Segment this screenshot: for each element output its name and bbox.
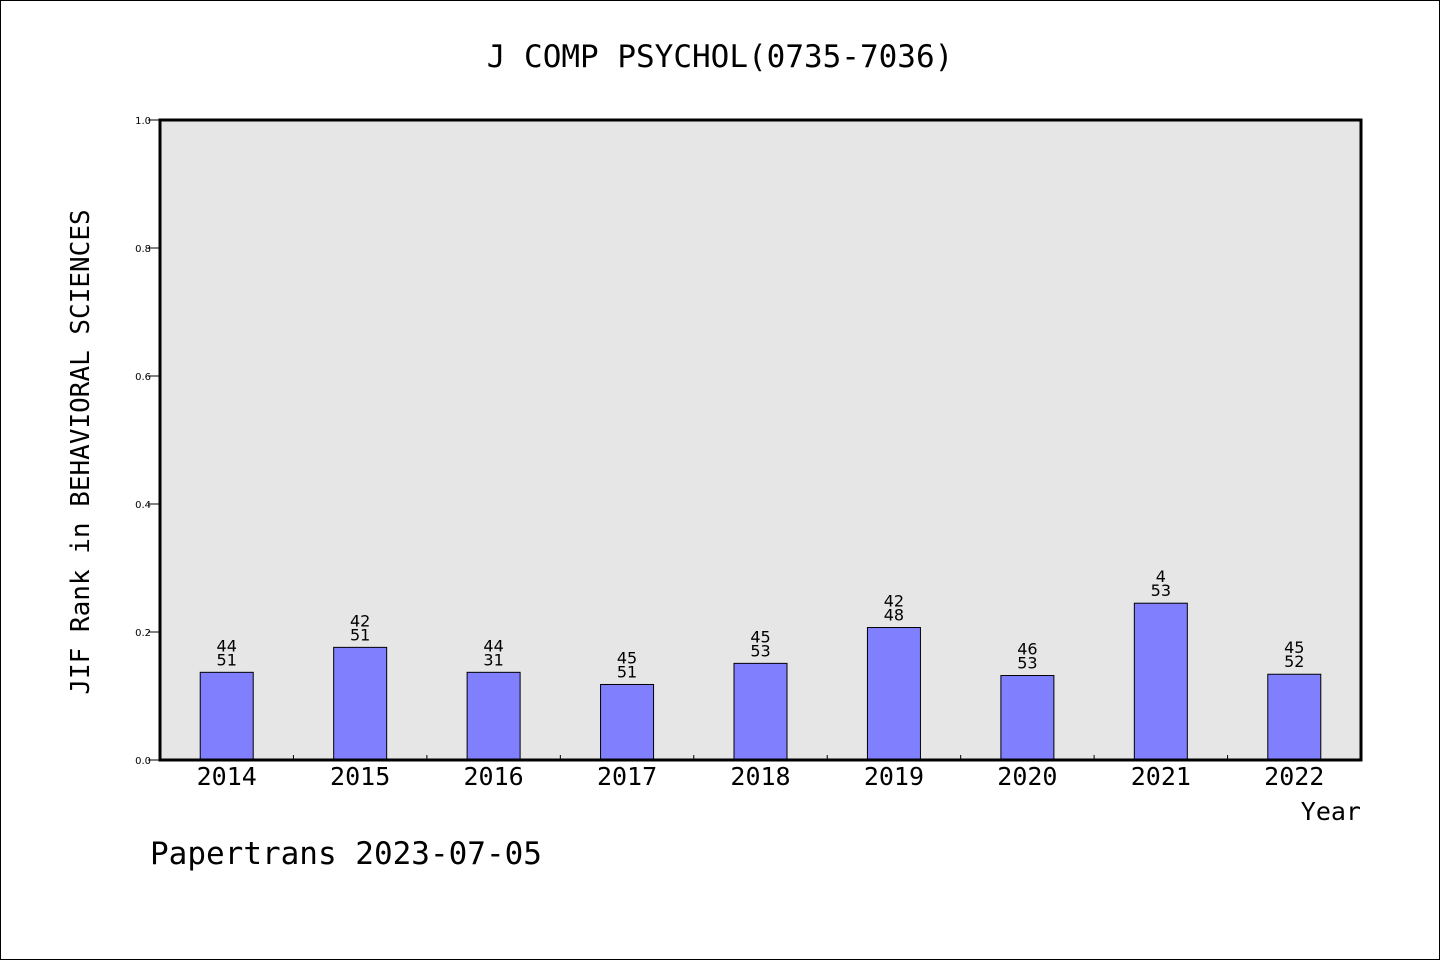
y-tick-label: 0.2	[135, 628, 151, 639]
y-axis-label: JIF Rank in BEHAVIORAL SCIENCES	[66, 209, 96, 694]
bar-label-rank: 45	[750, 627, 770, 646]
footer-text: Papertrans 2023-07-05	[150, 836, 542, 872]
bar-2014	[199, 671, 254, 761]
x-tick-label: 2019	[864, 762, 924, 791]
bar-2016	[466, 671, 521, 761]
x-tick-label: 2022	[1264, 762, 1324, 791]
x-tick-label: 2016	[464, 762, 524, 791]
bar-label-rank: 4	[1156, 567, 1166, 586]
bar-label-total: 53	[1151, 581, 1171, 600]
x-axis: 2014 2015 2016 2017 2018 2019 2020 2021 2022	[197, 755, 1324, 791]
plot-border	[158, 118, 1363, 762]
x-tick-label: 2017	[597, 762, 657, 791]
bar-label-total: 51	[617, 662, 637, 681]
bar-label-total: 48	[884, 606, 904, 625]
y-tick-label: 1.0	[135, 116, 151, 127]
bar-2022	[1267, 673, 1322, 761]
bar-2020	[1000, 675, 1055, 761]
bar-label-rank: 44	[483, 636, 503, 655]
bar-2017	[600, 683, 655, 761]
bar-label-total: 52	[1284, 652, 1304, 671]
bar-2021	[1133, 602, 1188, 761]
x-tick-label: 2018	[730, 762, 790, 791]
x-tick-label: 2020	[997, 762, 1057, 791]
bar-label-rank: 45	[617, 648, 637, 667]
bar-label-total: 53	[1017, 654, 1037, 673]
bar-label-total: 53	[750, 641, 770, 660]
bar-label-total: 31	[483, 650, 503, 669]
bar-2018	[733, 662, 788, 761]
x-tick-label: 2015	[330, 762, 390, 791]
bar-label-total: 51	[217, 650, 237, 669]
bar-label-rank: 45	[1284, 638, 1304, 657]
y-tick-label: 0.6	[135, 372, 151, 383]
y-tick-label: 0.8	[135, 244, 151, 255]
bar-2019	[866, 627, 921, 761]
y-tick-label: 0.0	[135, 756, 151, 767]
x-tick-label: 2014	[197, 762, 257, 791]
bar-label-total: 51	[350, 625, 370, 644]
y-tick-label: 0.4	[135, 500, 151, 511]
x-tick-label: 2021	[1131, 762, 1191, 791]
chart-title: J COMP PSYCHOL(0735-7036)	[487, 39, 954, 75]
x-axis-label: Year	[1301, 797, 1361, 826]
bar-label-rank: 42	[350, 611, 370, 630]
bar-2015	[333, 646, 388, 761]
bar-label-rank: 42	[884, 592, 904, 611]
bar-label-rank: 46	[1017, 640, 1037, 659]
bar-label-rank: 44	[217, 636, 237, 655]
bar-group	[199, 602, 1322, 761]
y-axis: 0.0 0.2 0.4 0.6 0.8 1.0	[135, 116, 160, 767]
